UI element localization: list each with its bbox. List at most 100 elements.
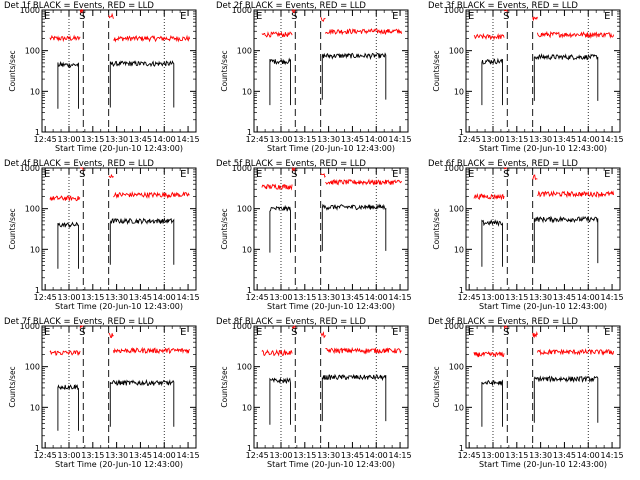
- x-tick-label: 13:00: [481, 451, 504, 460]
- event-marker-label: E: [468, 11, 474, 22]
- x-tick-label: 14:00: [577, 451, 600, 460]
- plot-frame: [41, 167, 197, 291]
- x-tick-label: 14:15: [601, 135, 624, 144]
- events-series-segment: [533, 215, 599, 264]
- y-tick-label: 10: [454, 403, 464, 412]
- event-marker-label: S: [291, 11, 297, 22]
- event-marker-label: E: [180, 327, 186, 338]
- x-axis-label: Start Time (20-Jun-10 12:43:00): [55, 460, 183, 469]
- y-tick-label: 10: [242, 87, 252, 96]
- lld-series-segment: [261, 31, 293, 38]
- event-marker-label: E: [604, 327, 610, 338]
- x-tick-label: 13:15: [81, 293, 104, 302]
- event-marker-label: E: [392, 327, 398, 338]
- x-tick-label: 13:45: [553, 451, 576, 460]
- x-tick-label: 12:45: [246, 451, 269, 460]
- y-tick-label: 100: [449, 47, 464, 56]
- event-marker-label: E: [392, 169, 398, 180]
- lld-series-segment: [473, 32, 505, 41]
- y-tick-label: 1000: [444, 322, 464, 331]
- lld-series-segment: [473, 193, 505, 201]
- y-axis-label: Counts/sec: [220, 366, 229, 407]
- x-tick-label: 14:00: [365, 135, 388, 144]
- y-tick-label: 1000: [444, 164, 464, 173]
- x-tick-label: 13:15: [293, 293, 316, 302]
- lld-series-segment: [80, 167, 84, 171]
- y-tick-label: 1000: [444, 6, 464, 15]
- event-marker-label: S: [291, 169, 297, 180]
- plot-frame: [253, 9, 409, 133]
- lld-series-segment: [113, 191, 190, 200]
- events-series-segment: [481, 219, 503, 267]
- y-tick-label: 10: [242, 245, 252, 254]
- lld-series-segment: [320, 17, 326, 22]
- event-marker-label: S: [79, 327, 85, 338]
- lld-series-segment: [108, 173, 114, 179]
- x-axis-label: Start Time (20-Jun-10 12:43:00): [267, 144, 395, 153]
- event-marker-label: E: [44, 169, 50, 180]
- events-series-segment: [481, 57, 503, 106]
- events-series-segment: [109, 217, 175, 265]
- x-tick-label: 14:00: [577, 135, 600, 144]
- lld-series-segment: [325, 178, 402, 186]
- x-tick-label: 12:45: [458, 451, 481, 460]
- y-axis-label: Counts/sec: [432, 208, 441, 249]
- events-series-segment: [57, 383, 79, 431]
- x-tick-label: 14:15: [601, 293, 624, 302]
- y-tick-label: 100: [237, 205, 252, 214]
- x-axis-label: Start Time (20-Jun-10 12:43:00): [55, 144, 183, 153]
- x-tick-label: 13:00: [57, 135, 80, 144]
- lld-series-segment: [49, 34, 81, 43]
- lld-series-segment: [291, 325, 296, 329]
- x-tick-label: 13:30: [105, 135, 128, 144]
- x-tick-label: 12:45: [458, 135, 481, 144]
- x-axis-label: Start Time (20-Jun-10 12:43:00): [267, 460, 395, 469]
- x-tick-label: 13:45: [129, 135, 152, 144]
- lld-series-segment: [473, 351, 505, 358]
- plot-title: Det 7f BLACK = Events, RED = LLD: [4, 317, 154, 327]
- x-tick-label: 13:30: [529, 451, 552, 460]
- x-tick-label: 13:45: [553, 135, 576, 144]
- x-tick-label: 13:45: [341, 135, 364, 144]
- event-marker-label: E: [256, 169, 262, 180]
- event-marker-label: S: [79, 11, 85, 22]
- plot-title: Det 6f BLACK = Events, RED = LLD: [428, 159, 578, 169]
- events-series-segment: [321, 373, 387, 422]
- x-tick-label: 13:45: [129, 451, 152, 460]
- x-tick-label: 13:00: [269, 293, 292, 302]
- lld-series-segment: [261, 183, 293, 191]
- y-tick-label: 100: [237, 363, 252, 372]
- y-axis-label: Counts/sec: [220, 208, 229, 249]
- events-series-segment: [321, 203, 387, 251]
- x-tick-label: 13:45: [129, 293, 152, 302]
- x-axis-label: Start Time (20-Jun-10 12:43:00): [479, 460, 607, 469]
- y-tick-label: 1: [459, 286, 464, 295]
- lld-series-segment: [532, 331, 538, 339]
- x-tick-label: 13:45: [341, 293, 364, 302]
- y-axis-label: Counts/sec: [8, 50, 17, 91]
- lld-series-segment: [112, 346, 190, 355]
- plot-frame: [41, 9, 197, 133]
- event-marker-label: S: [79, 169, 85, 180]
- lld-series-segment: [261, 349, 293, 357]
- x-tick-label: 14:15: [601, 451, 624, 460]
- y-tick-label: 100: [25, 47, 40, 56]
- y-tick-label: 1000: [20, 6, 40, 15]
- plot-title: Det 1f BLACK = Events, RED = LLD: [4, 1, 154, 11]
- x-tick-label: 13:30: [317, 451, 340, 460]
- x-axis-label: Start Time (20-Jun-10 12:43:00): [267, 302, 395, 311]
- y-tick-label: 10: [454, 245, 464, 254]
- plot-title: Det 4f BLACK = Events, RED = LLD: [4, 159, 154, 169]
- event-marker-label: S: [291, 327, 297, 338]
- event-marker-label: S: [503, 327, 509, 338]
- events-series-segment: [269, 204, 291, 253]
- y-axis-label: Counts/sec: [432, 366, 441, 407]
- y-tick-label: 1: [459, 444, 464, 453]
- x-tick-label: 12:45: [34, 451, 57, 460]
